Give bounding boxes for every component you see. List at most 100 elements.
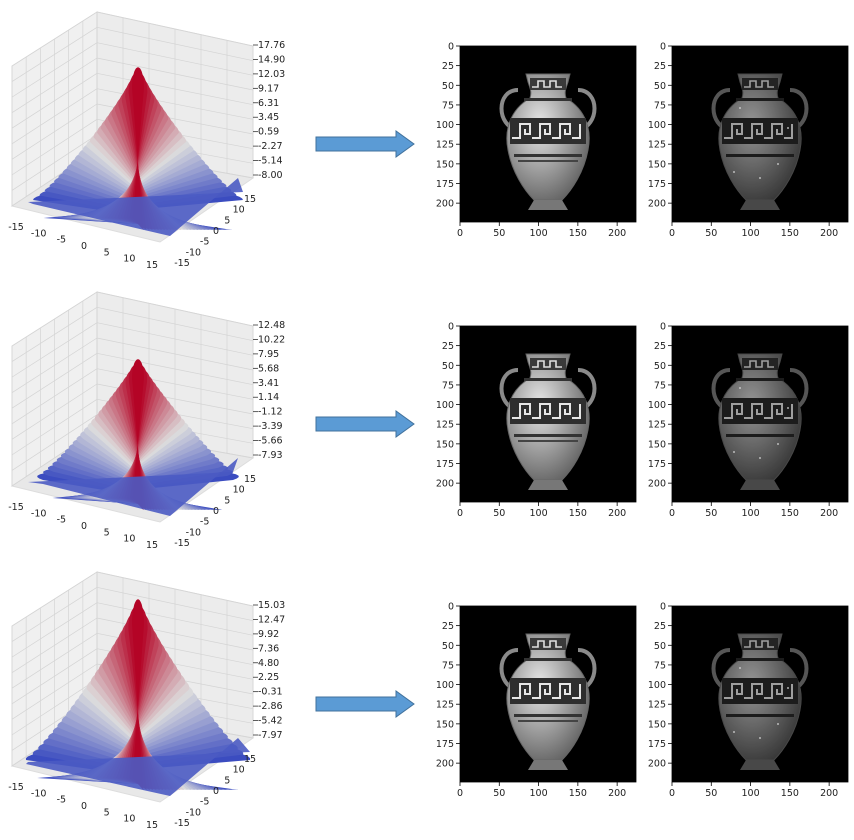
image-y-tick-label: 0 xyxy=(660,42,666,53)
grid-line xyxy=(11,337,98,393)
row-2: 12.48 10.22 7.95 5.68 3.41 1.14 -1.12 -3.39 -5.6… xyxy=(8,291,849,551)
grid-line xyxy=(11,119,98,176)
x-tick-label: 10 xyxy=(123,534,135,545)
image-y-tick-label: 125 xyxy=(436,140,454,151)
image-y-tick-label: 75 xyxy=(654,660,666,671)
z-tick-label: -2.86 xyxy=(258,701,283,712)
image-y-tick-label: 175 xyxy=(648,179,666,190)
grid-line xyxy=(11,88,98,145)
image-x-tick-label: 50 xyxy=(493,788,505,799)
x-tick-label: -10 xyxy=(31,228,47,239)
image-y-tick-label: 175 xyxy=(436,179,454,190)
y-tick-label: 15 xyxy=(244,754,256,765)
image-y-tick-label: 150 xyxy=(648,159,666,170)
grid-line xyxy=(11,291,98,347)
z-tick-label: 6.31 xyxy=(258,98,279,109)
row-1: 17.76 14.90 12.03 9.17 6.31 3.45 0.59 -2.27 -5.1… xyxy=(8,11,849,271)
x-tick-label: -15 xyxy=(8,502,24,513)
x-tick-label: 15 xyxy=(146,820,158,831)
image-y-tick-label: 125 xyxy=(436,700,454,711)
y-tick-label: -5 xyxy=(200,237,209,248)
grid-line xyxy=(11,103,98,160)
image-x-tick-label: 50 xyxy=(705,508,717,519)
x-tick-label: -5 xyxy=(57,515,66,526)
image-y-tick-label: 175 xyxy=(648,459,666,470)
image-y-tick-label: 75 xyxy=(654,100,666,111)
image-panel-2-1: 0 25 50 75 100 125 150 175 200 0 50 100 150 200 xyxy=(436,322,637,519)
y-tick-label: 10 xyxy=(233,205,245,216)
x-tick-label: 0 xyxy=(81,801,87,812)
image-y-tick-label: 100 xyxy=(436,120,454,131)
image-y-tick-label: 25 xyxy=(654,621,666,632)
z-tick-label: 5.68 xyxy=(258,363,279,374)
surface-plot-1 xyxy=(28,67,243,236)
grid-line xyxy=(11,602,98,658)
z-tick-label: 15.03 xyxy=(258,600,285,611)
image-y-tick-label: 200 xyxy=(436,479,454,490)
image-x-tick-label: 100 xyxy=(742,788,760,799)
grid-line xyxy=(11,571,98,627)
image-y-tick-label: 75 xyxy=(654,380,666,391)
z-tick-label: 3.41 xyxy=(258,378,279,389)
grid-line xyxy=(11,663,98,720)
image-frame xyxy=(459,325,637,503)
surface-base xyxy=(28,178,243,236)
surface-band xyxy=(132,599,144,790)
y-tick-label: -10 xyxy=(186,527,202,538)
grid-line xyxy=(11,679,98,736)
image-y-tick-label: 50 xyxy=(654,361,666,372)
surface-band xyxy=(132,359,144,510)
z-axis-2: 12.48 10.22 7.95 5.68 3.41 1.14 -1.12 -3.39 -5.6… xyxy=(253,320,285,461)
x-tick-label: -15 xyxy=(8,222,24,233)
image-y-tick-label: 0 xyxy=(660,322,666,333)
x-tick-label: 0 xyxy=(81,241,87,252)
z-tick-label: 4.80 xyxy=(258,658,279,669)
grid-line xyxy=(11,383,98,440)
z-tick-label: 7.36 xyxy=(258,643,279,654)
z-tick-label: 3.45 xyxy=(258,112,279,123)
x-tick-label: 15 xyxy=(146,540,158,551)
surface-base xyxy=(28,458,238,516)
image-x-tick-label: 100 xyxy=(530,228,548,239)
y-tick-label: -5 xyxy=(200,797,209,808)
image-x-tick-label: 200 xyxy=(820,228,838,239)
z-tick-label: 17.76 xyxy=(258,40,285,51)
grid-line xyxy=(11,587,98,642)
x-tick-label: -5 xyxy=(57,235,66,246)
arrow-icon xyxy=(315,130,415,158)
grid-line xyxy=(11,57,98,113)
y-tick-label: 5 xyxy=(224,495,230,506)
image-x-tick-label: 0 xyxy=(669,508,675,519)
y-tick-label: 0 xyxy=(213,226,219,237)
image-x-tick-label: 0 xyxy=(457,228,463,239)
surface-plot-2 xyxy=(28,359,239,516)
image-x-tick-label: 150 xyxy=(781,228,799,239)
x-axis-3: -15 -10 -5 0 5 10 15 xyxy=(8,782,158,831)
z-tick-label: -0.31 xyxy=(258,687,283,698)
x-tick-label: 5 xyxy=(104,527,110,538)
image-panel-1-1: 0 25 50 75 100 125 150 175 200 0 50 100 150 200 xyxy=(436,42,637,239)
image-x-tick-label: 0 xyxy=(669,788,675,799)
y-tick-label: 10 xyxy=(233,485,245,496)
image-x-tick-label: 200 xyxy=(820,508,838,519)
z-tick-label: -3.39 xyxy=(258,421,283,432)
image-y-tick-label: 100 xyxy=(648,680,666,691)
image-y-tick-label: 125 xyxy=(648,420,666,431)
image-frame xyxy=(459,45,637,223)
image-y-tick-label: 75 xyxy=(442,380,454,391)
image-y-tick-label: 25 xyxy=(442,61,454,72)
image-frame xyxy=(671,325,849,503)
grid-line xyxy=(11,353,98,409)
image-y-tick-label: 150 xyxy=(648,719,666,730)
y-tick-label: -5 xyxy=(200,517,209,528)
x-tick-label: 10 xyxy=(123,254,135,265)
z-tick-label: 9.17 xyxy=(258,83,279,94)
z-tick-label: 2.25 xyxy=(258,672,279,683)
arrow-icon xyxy=(315,690,415,718)
image-frame xyxy=(459,605,637,783)
image-x-tick-label: 100 xyxy=(742,508,760,519)
image-x-tick-label: 50 xyxy=(493,508,505,519)
grid-line xyxy=(11,134,98,191)
image-y-tick-label: 200 xyxy=(648,479,666,490)
